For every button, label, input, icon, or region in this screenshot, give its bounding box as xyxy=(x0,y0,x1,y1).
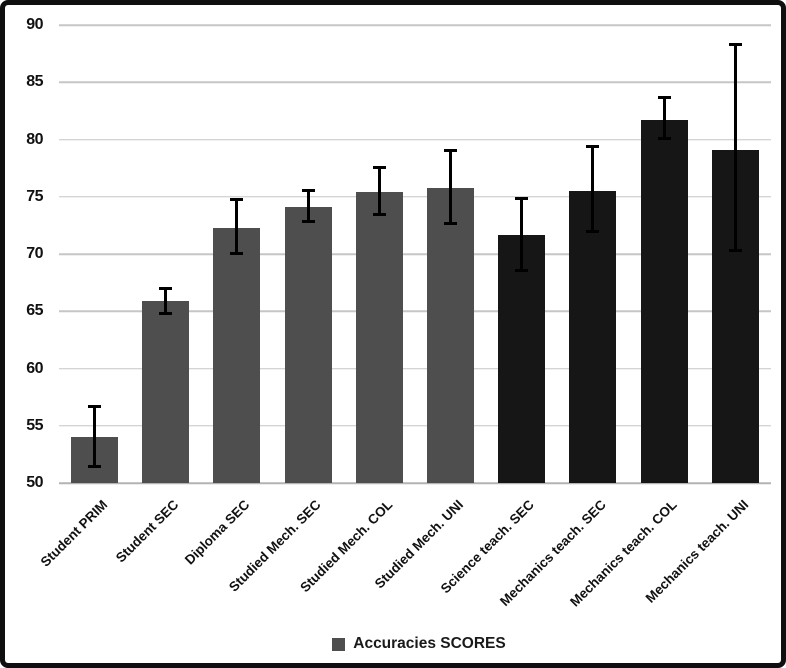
error-bar-cap-top xyxy=(657,96,671,100)
gridline xyxy=(59,482,771,484)
error-bar-line xyxy=(235,199,239,254)
y-tick-label: 55 xyxy=(26,416,43,434)
x-tick-label-text: Diploma SEC xyxy=(182,497,253,568)
y-tick-label: 90 xyxy=(26,16,43,33)
error-bar-cap-top xyxy=(372,165,386,169)
error-bar-cap-top xyxy=(515,196,529,200)
error-bar-cap-bottom xyxy=(230,251,244,255)
gridline xyxy=(59,24,771,26)
error-bar-line xyxy=(93,406,97,467)
error-bar-cap-top xyxy=(301,188,315,192)
bar-slot xyxy=(415,25,486,483)
error-bar-line xyxy=(662,97,666,140)
error-bar-cap-bottom xyxy=(88,464,102,468)
plot-area xyxy=(59,24,771,484)
y-tick-label: 50 xyxy=(26,474,43,491)
bars-layer xyxy=(59,25,771,483)
y-tick-label: 75 xyxy=(26,187,43,205)
error-bar-cap-bottom xyxy=(372,213,386,217)
bar-slot xyxy=(700,25,771,483)
error-bar-cap-bottom xyxy=(159,311,173,315)
bar-slot xyxy=(201,25,272,483)
bar xyxy=(569,191,617,483)
error-bar-line xyxy=(449,149,453,225)
y-tick-label: 85 xyxy=(26,73,43,91)
legend-label: Accuracies SCORES xyxy=(353,635,506,652)
y-axis-labels: 50 55 60 65 70 75 80 85 90 xyxy=(5,16,45,491)
error-bar-cap-bottom xyxy=(301,219,315,223)
error-bar-cap-bottom xyxy=(515,269,529,273)
error-bar-cap-bottom xyxy=(444,222,458,226)
y-tick-label: 70 xyxy=(26,245,43,262)
gridline xyxy=(59,81,771,83)
y-tick-label: 65 xyxy=(26,302,43,320)
bar-slot xyxy=(273,25,344,483)
gridline xyxy=(59,138,771,141)
bar xyxy=(142,300,190,483)
error-bar-cap-top xyxy=(159,287,173,291)
bar xyxy=(640,120,688,483)
bar-slot xyxy=(629,25,700,483)
error-bar-line xyxy=(164,288,168,314)
bar-slot xyxy=(486,25,557,483)
error-bar-line xyxy=(520,197,524,272)
bar xyxy=(355,192,403,483)
bar xyxy=(498,234,546,483)
gridline xyxy=(59,425,771,427)
error-bar-cap-top xyxy=(444,148,458,152)
bar xyxy=(213,227,261,483)
error-bar-line xyxy=(733,44,737,251)
error-bar-cap-bottom xyxy=(657,137,671,141)
bar xyxy=(427,187,475,483)
error-bar-cap-top xyxy=(88,405,102,409)
error-bar-line xyxy=(306,189,310,222)
bar-slot xyxy=(130,25,201,483)
error-bar-cap-top xyxy=(586,145,600,149)
error-bar-cap-bottom xyxy=(728,248,742,252)
gridline xyxy=(59,310,771,312)
gridline xyxy=(59,367,771,370)
x-axis-labels: Student PRIM Student SEC Diploma SEC Studie… xyxy=(38,483,771,613)
error-bar-cap-top xyxy=(230,198,244,202)
bar-slot xyxy=(59,25,130,483)
y-tick-label: 80 xyxy=(26,130,43,148)
gridline xyxy=(59,253,771,255)
error-bar-cap-bottom xyxy=(586,230,600,234)
bar xyxy=(284,207,332,483)
error-bar-cap-top xyxy=(728,43,742,47)
x-tick-label-text: Student PRIM xyxy=(37,497,111,570)
bar-slot xyxy=(557,25,628,483)
gridline xyxy=(59,196,771,198)
error-bar-line xyxy=(377,166,381,216)
legend-marker-icon xyxy=(332,637,346,651)
legend: Accuracies SCORES xyxy=(31,631,781,657)
bar-slot xyxy=(344,25,415,483)
y-tick-label: 60 xyxy=(26,359,43,377)
x-tick-label-text: Student SEC xyxy=(112,497,182,566)
error-bar-line xyxy=(591,146,595,233)
